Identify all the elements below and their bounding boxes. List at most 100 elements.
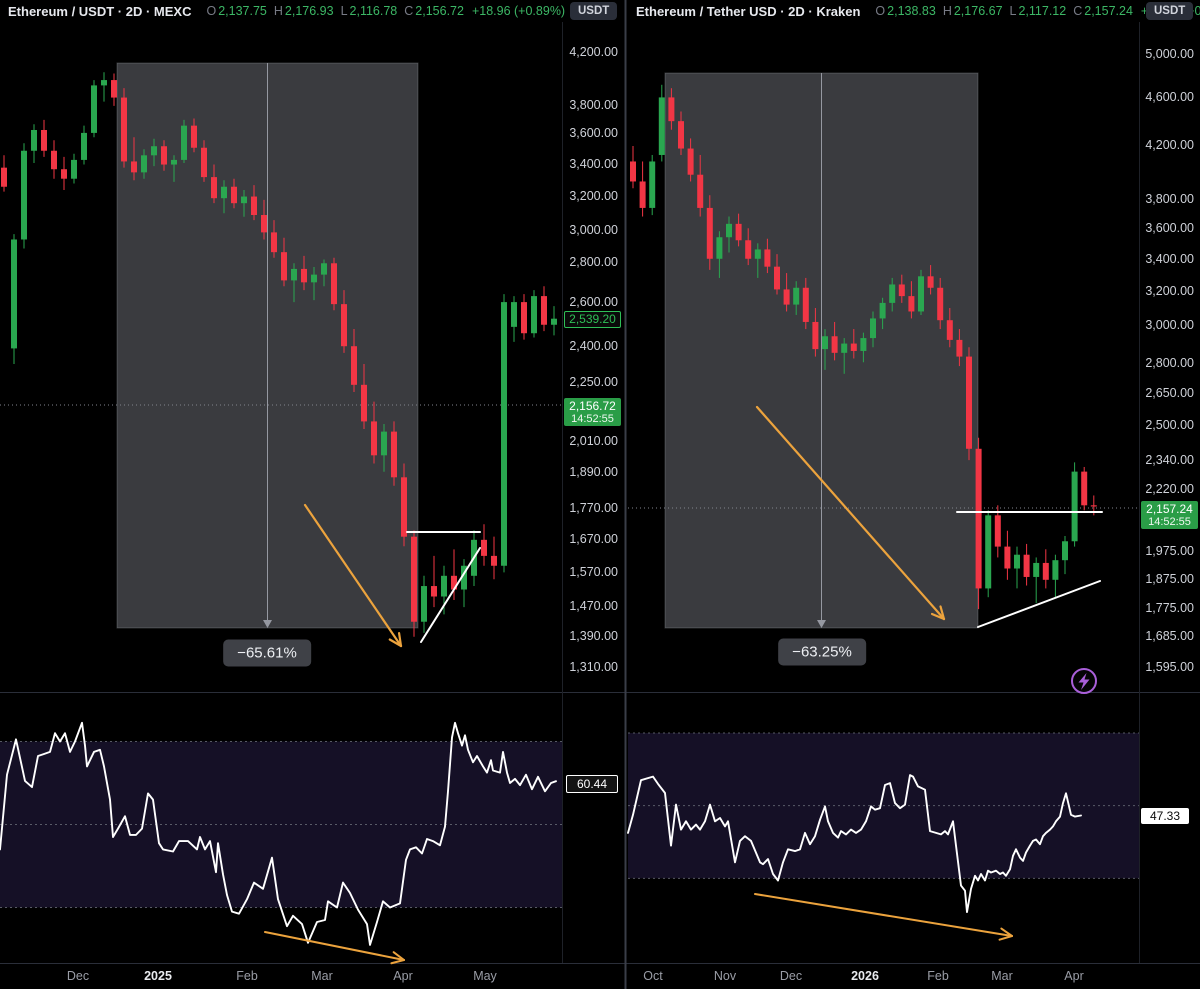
time-label: Feb [927,969,949,983]
time-label: Oct [643,969,663,983]
arrow-drawing[interactable] [264,931,405,965]
price-tick: 3,800.00 [569,98,618,112]
price-tick: 1,775.00 [1145,601,1194,615]
chart-panel[interactable] [627,72,1139,941]
price-tick: 2,250.00 [569,375,618,389]
right-symbol-title[interactable]: Ethereum / Tether USD · 2D · Kraken [636,3,861,19]
price-tick: 2,800.00 [1145,356,1194,370]
time-label: Dec [66,969,90,983]
price-tick: 3,000.00 [1145,318,1194,332]
price-tick: 4,200.00 [1145,138,1194,152]
price-tick: 3,600.00 [569,126,618,140]
high-label: H [942,4,952,18]
flash-icon[interactable] [1071,668,1097,694]
price-tick: 2,650.00 [1145,386,1194,400]
close-value: 2,157.24 [1084,4,1133,18]
time-label: Apr [1064,969,1084,983]
price-tick: 2,800.00 [569,255,618,269]
rsi-line [627,774,1082,914]
price-tick: 2,010.00 [569,434,618,448]
arrow-drawing[interactable] [754,893,1013,941]
price-tick: 3,200.00 [569,189,618,203]
price-tick: 1,595.00 [1145,660,1194,674]
price-tick: 4,600.00 [1145,90,1194,104]
price-tick: 1,310.00 [569,660,618,674]
measure-percent-label[interactable]: −65.61% [223,639,311,667]
time-label: Nov [713,969,737,983]
price-tick: 2,600.00 [569,295,618,309]
price-tick: 1,975.00 [1145,544,1194,558]
time-label: Feb [236,969,258,983]
high-value: 2,176.93 [284,4,334,18]
price-tick: 1,470.00 [569,599,618,613]
trendline[interactable] [420,547,481,643]
rsi-value-badge: 47.33 [1141,808,1189,824]
measure-percent-label[interactable]: −63.25% [778,638,866,666]
time-label: May [473,969,497,983]
arrow-drawing[interactable] [755,405,946,621]
change-value: +18.96 (+0.89%) [471,4,566,18]
price-tick: 3,400.00 [569,157,618,171]
time-label: Dec [779,969,803,983]
low-value: 2,117.12 [1018,4,1067,18]
left-symbol-title[interactable]: Ethereum / USDT · 2D · MEXC [8,3,192,19]
bar-countdown: 14:52:55 [1148,516,1191,528]
rsi-value-badge: 60.44 [566,775,618,793]
rsi-line [0,721,557,946]
measure-arrow-icon [263,620,272,628]
price-tick: 3,800.00 [1145,192,1194,206]
right-chart-header: Ethereum / Tether USD · 2D · Kraken O 2,… [636,0,1200,22]
time-label: Mar [991,969,1013,983]
open-label: O [875,4,886,18]
price-tick: 2,500.00 [1145,418,1194,432]
last-close-price-label: 2,539.20 [564,311,621,328]
open-value: 2,137.75 [218,4,267,18]
bar-countdown: 14:52:55 [571,413,614,425]
low-label: L [340,4,348,18]
time-label: 2025 [144,969,172,983]
price-tick: 3,600.00 [1145,221,1194,235]
chart-panel[interactable] [0,62,562,965]
close-label: C [1073,4,1083,18]
price-tick: 1,770.00 [569,501,618,515]
currency-badge[interactable]: USDT [1146,2,1194,20]
price-tick: 1,390.00 [569,629,618,643]
price-tick: 3,200.00 [1145,284,1194,298]
open-value: 2,138.83 [887,4,936,18]
price-tick: 4,200.00 [569,45,618,59]
current-price: 2,157.24 [1146,502,1193,516]
price-tick: 1,670.00 [569,532,618,546]
current-price: 2,156.72 [569,399,616,413]
low-label: L [1009,4,1017,18]
currency-badge[interactable]: USDT [570,2,618,20]
price-tick: 1,685.00 [1145,629,1194,643]
price-tick: 2,400.00 [569,339,618,353]
price-tick: 2,220.00 [1145,482,1194,496]
time-label: Mar [311,969,333,983]
price-tick: 5,000.00 [1145,47,1194,61]
candlesticks [630,84,1097,610]
trendline[interactable] [977,580,1101,628]
candlesticks [1,72,557,637]
high-label: H [273,4,283,18]
price-tick: 1,570.00 [569,565,618,579]
price-tick: 1,875.00 [1145,572,1194,586]
price-tick: 2,340.00 [1145,453,1194,467]
price-tick: 3,000.00 [569,223,618,237]
arrow-drawing[interactable] [303,503,403,648]
high-value: 2,176.67 [953,4,1003,18]
measure-arrow-icon [817,620,826,628]
time-label: Apr [393,969,413,983]
price-tick: 1,890.00 [569,465,618,479]
left-chart-header: Ethereum / USDT · 2D · MEXC O 2,137.75 H… [8,0,565,22]
open-label: O [206,4,217,18]
close-value: 2,156.72 [415,4,464,18]
price-tick: 3,400.00 [1145,252,1194,266]
current-price-badge: 2,157.24 14:52:55 [1141,501,1198,529]
close-label: C [404,4,414,18]
time-label: 2026 [851,969,879,983]
low-value: 2,116.78 [349,4,398,18]
current-price-badge: 2,156.72 14:52:55 [564,398,621,426]
